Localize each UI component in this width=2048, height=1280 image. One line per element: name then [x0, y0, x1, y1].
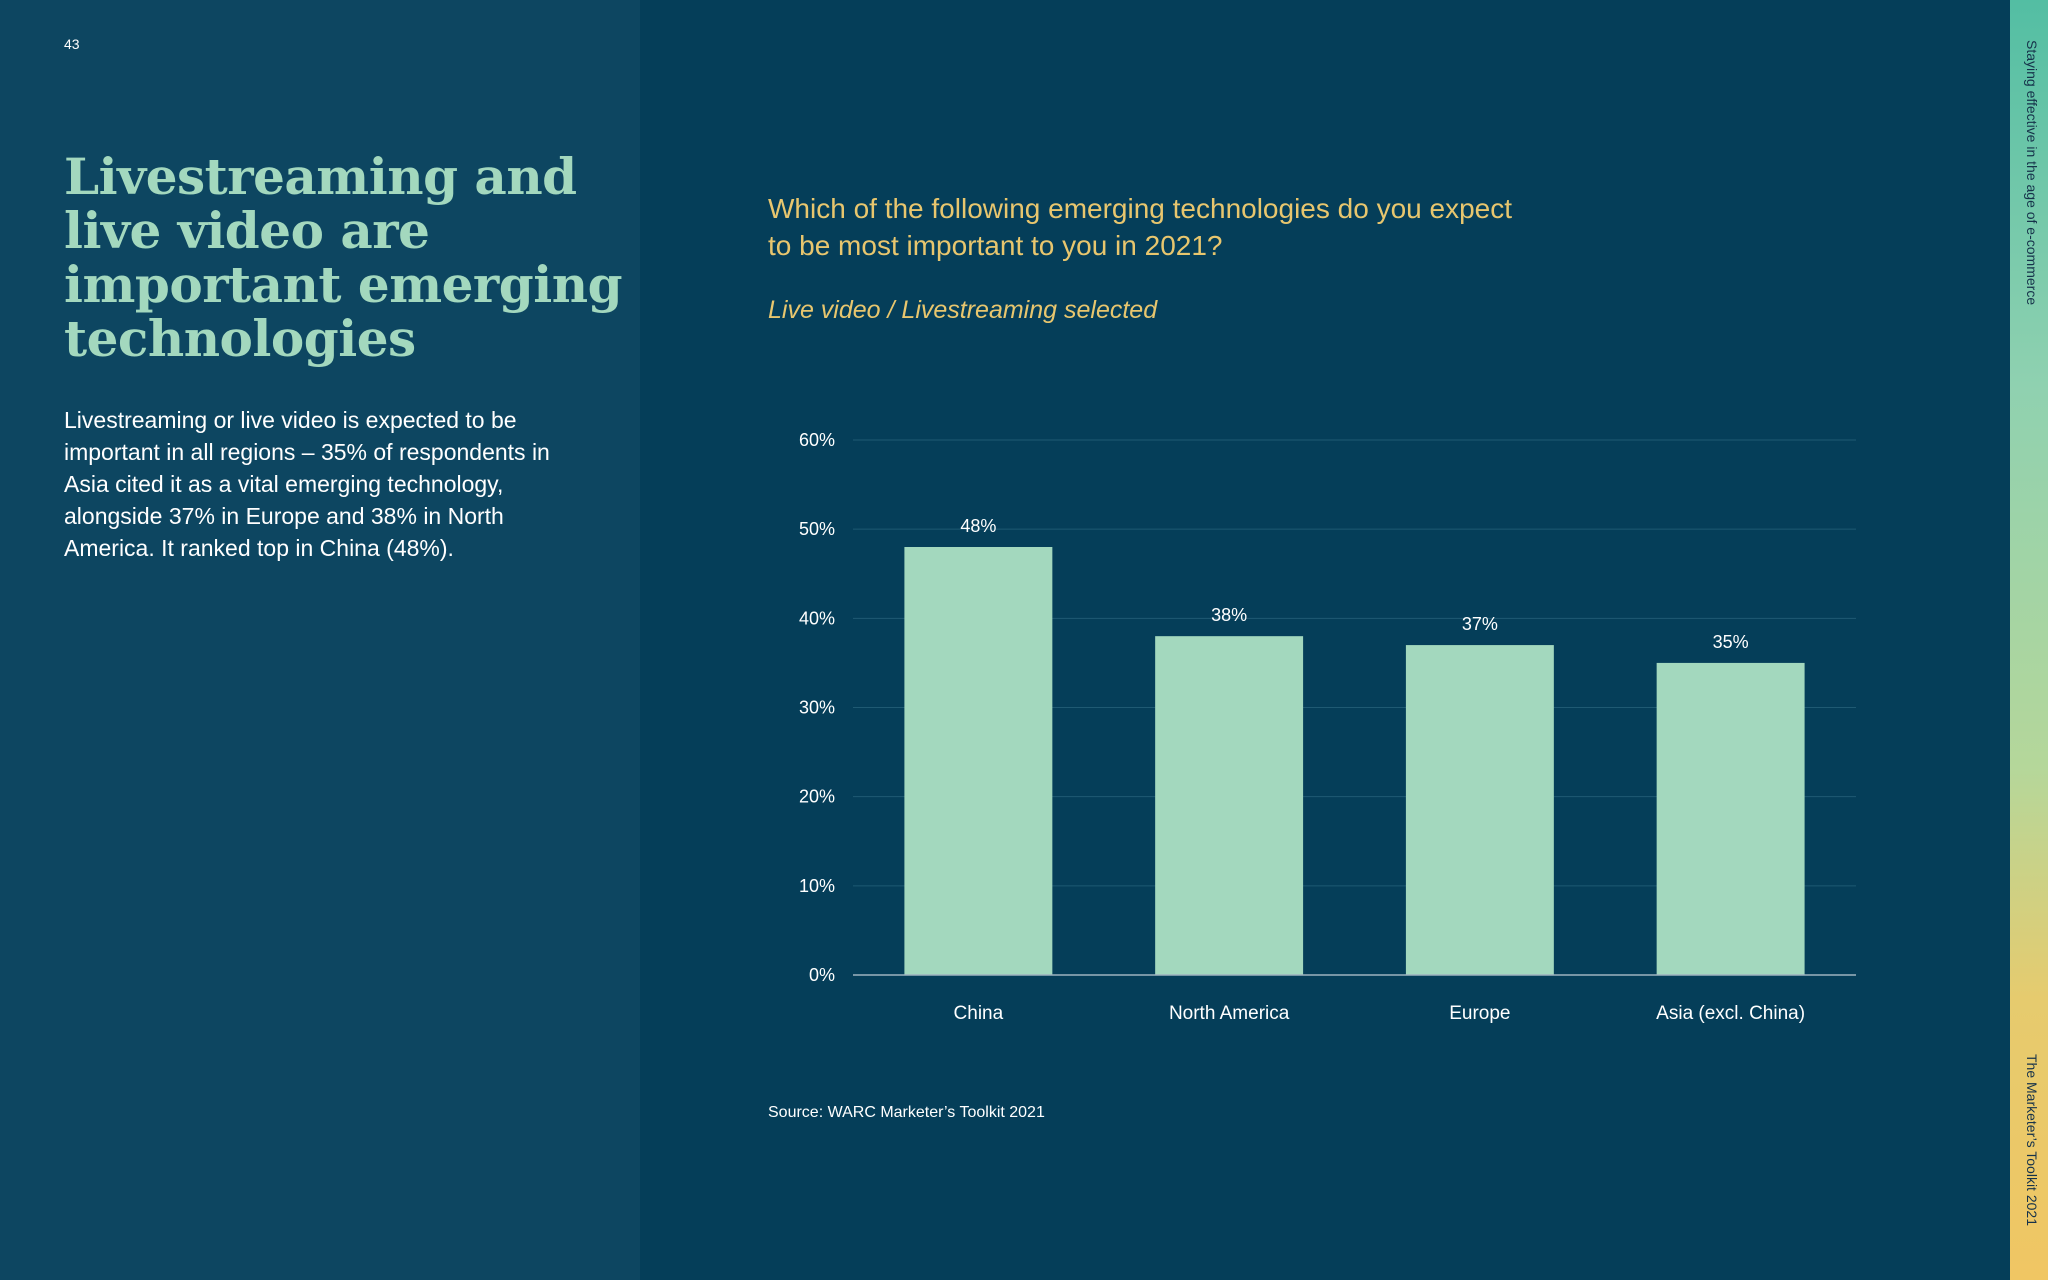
source-note: Source: WARC Marketer’s Toolkit 2021: [768, 1104, 1045, 1121]
left-panel: [0, 0, 640, 1280]
side-gradient-band: [2010, 0, 2048, 1280]
x-category-label: Asia (excl. China): [1656, 1003, 1805, 1024]
y-tick-label: 50%: [799, 519, 835, 539]
y-tick-label: 10%: [799, 876, 835, 896]
bar: [1155, 636, 1304, 975]
page-number: 43: [64, 36, 80, 52]
bar: [904, 547, 1053, 975]
bar-value-label: 37%: [1462, 614, 1498, 634]
bar-chart: 0% 10% 20% 30% 40% 50% 60% 48% China 38% North Ame…: [799, 430, 1856, 1024]
y-tick-label: 20%: [799, 787, 835, 807]
side-title-top: Staying effective in the age of e-commer…: [2024, 40, 2040, 306]
body-text: Livestreaming or live video is expected …: [64, 407, 550, 561]
x-category-label: Europe: [1449, 1003, 1510, 1024]
y-tick-label: 0%: [809, 965, 835, 985]
bar-value-label: 38%: [1211, 605, 1247, 625]
chart-question: Which of the following emerging technolo…: [768, 193, 1512, 261]
x-category-label: China: [954, 1003, 1004, 1024]
y-tick-label: 40%: [799, 608, 835, 628]
bar-value-label: 35%: [1713, 632, 1749, 652]
y-tick-label: 30%: [799, 698, 835, 718]
x-category-label: North America: [1169, 1003, 1290, 1024]
bar-value-label: 48%: [960, 516, 996, 536]
y-tick-label: 60%: [799, 430, 835, 450]
headline: Livestreaming and live video are importa…: [64, 147, 623, 368]
bar: [1656, 662, 1805, 975]
bar: [1405, 645, 1554, 975]
chart-subtitle: Live video / Livestreaming selected: [768, 296, 1158, 324]
side-title-bottom: The Marketer’s Toolkit 2021: [2024, 1054, 2040, 1226]
